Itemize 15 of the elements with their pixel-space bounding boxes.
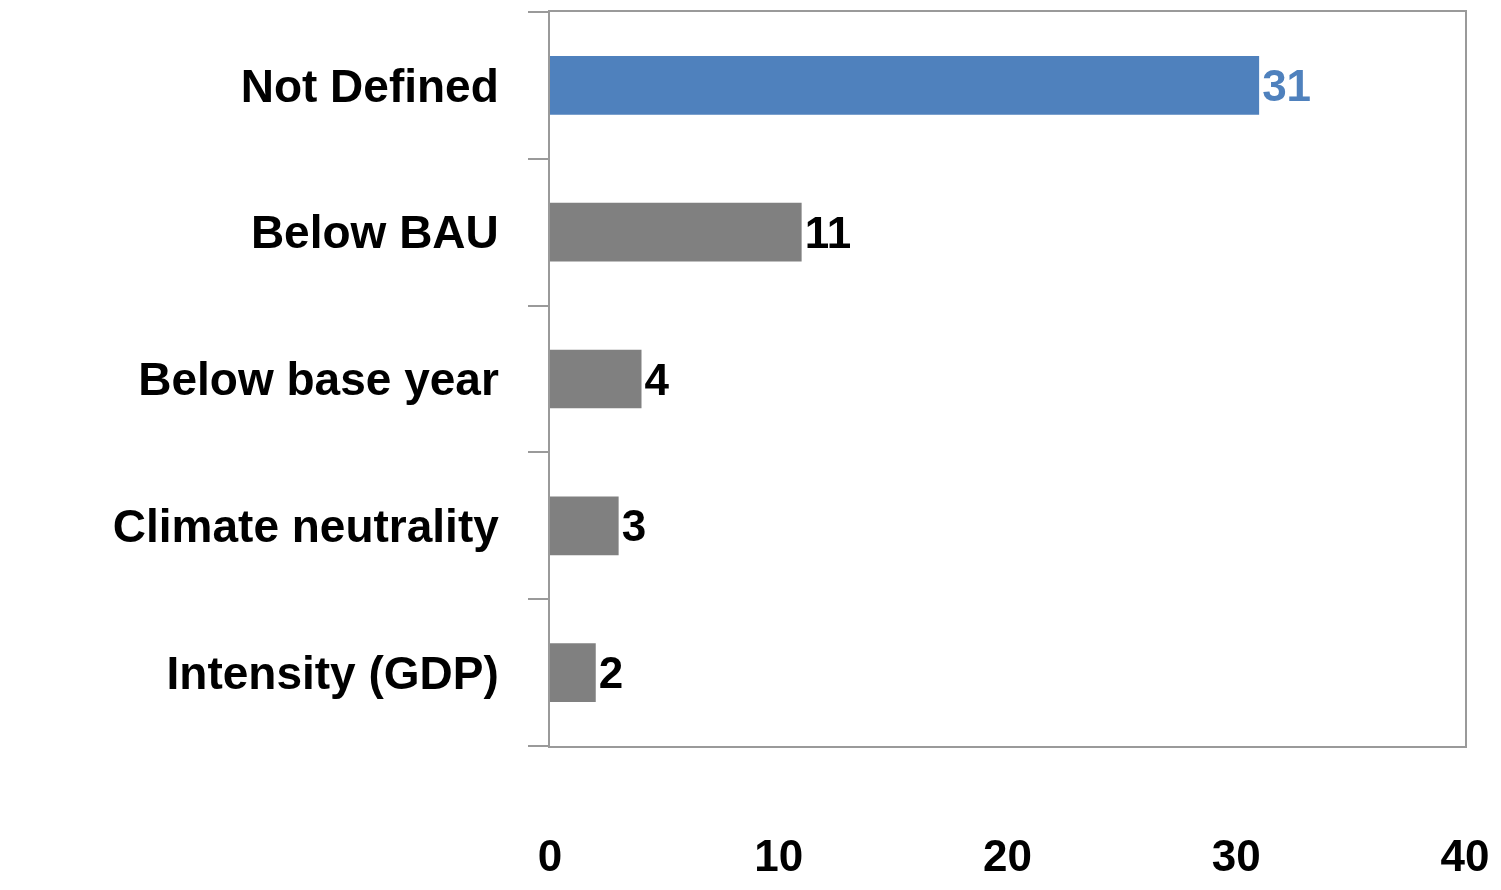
data-label: 31	[1262, 60, 1312, 110]
y-tick-label: Not Defined	[240, 59, 499, 112]
data-label: 2	[598, 648, 624, 698]
data-label: 3	[621, 501, 647, 551]
y-tick-label: Below BAU	[250, 206, 499, 259]
y-tick-label: Intensity (GDP)	[166, 646, 499, 699]
data-label: 11	[804, 207, 852, 257]
x-tick-label: 10	[754, 830, 804, 880]
x-tick-label: 30	[1211, 830, 1261, 880]
y-tick-label: Below base year	[138, 353, 499, 406]
y-tick-label: Climate neutrality	[112, 499, 500, 552]
x-tick-label: 0	[537, 830, 563, 880]
x-tick-label: 20	[983, 830, 1032, 880]
data-label: 4	[644, 354, 670, 404]
x-tick-label: 40	[1440, 830, 1490, 880]
